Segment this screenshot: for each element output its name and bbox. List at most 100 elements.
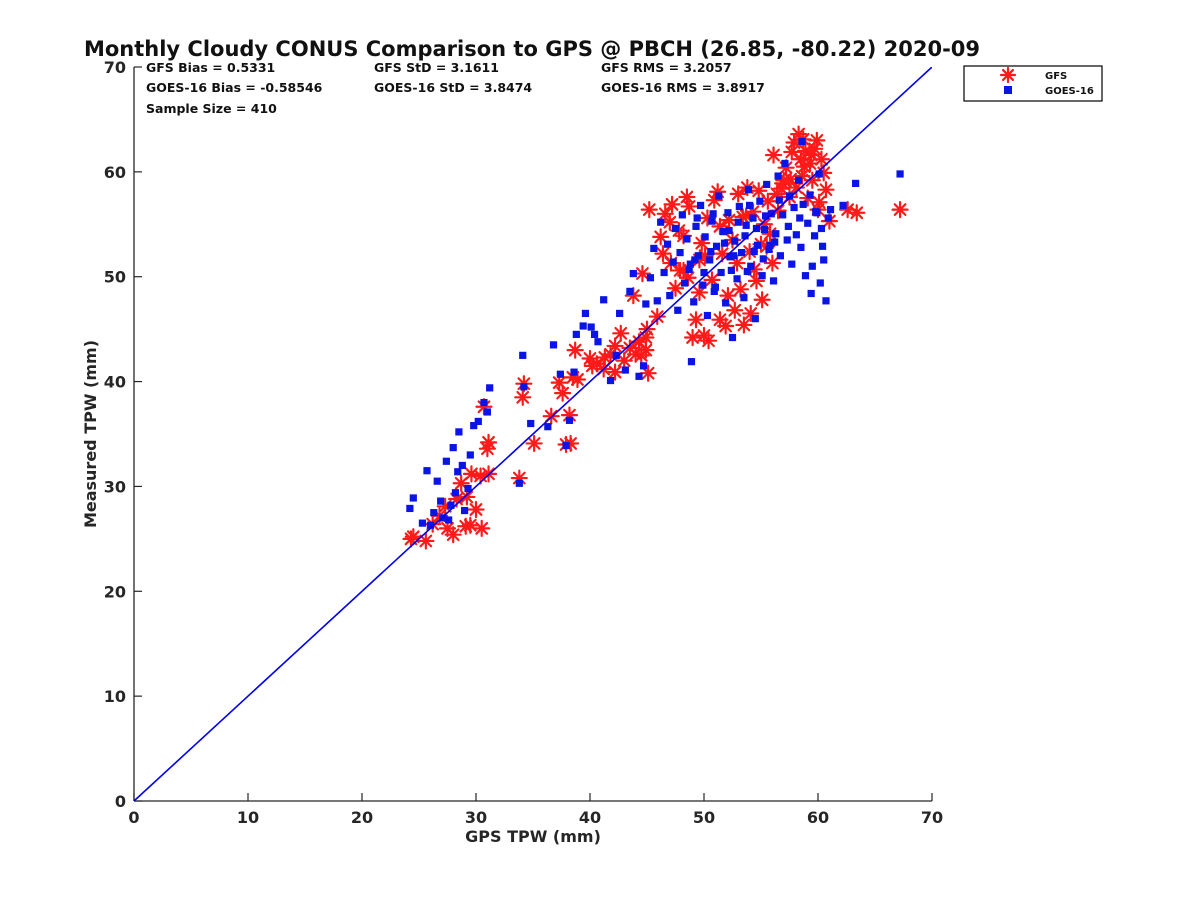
data-point-goes-16 [687, 358, 696, 366]
data-point-goes-16 [423, 467, 431, 475]
data-point-gfs [764, 146, 783, 164]
data-point-gfs [461, 516, 479, 534]
data-point-goes-16 [418, 519, 427, 527]
data-point-goes-16 [565, 416, 574, 424]
data-point-goes-16 [527, 419, 535, 428]
data-point-goes-16 [650, 244, 658, 253]
data-point-goes-16 [699, 281, 707, 289]
data-point-goes-16 [483, 408, 491, 416]
data-point-goes-16 [810, 232, 819, 240]
data-point-goes-16 [761, 212, 770, 220]
data-point-gfs [687, 311, 705, 329]
x-tick-label: 0 [128, 808, 139, 827]
data-point-goes-16 [581, 309, 590, 318]
data-point-goes-16 [734, 218, 742, 226]
gfs-std-annotation: GFS StD = 3.1611 [374, 60, 499, 75]
gfs-bias-annotation: GFS Bias = 0.5331 [146, 60, 275, 75]
data-point-goes-16 [572, 330, 580, 338]
data-point-gfs [678, 188, 696, 206]
data-point-goes-16 [743, 267, 751, 276]
data-point-goes-16 [590, 330, 599, 338]
data-point-gfs [750, 182, 768, 200]
data-point-gfs [753, 291, 771, 309]
data-point-goes-16 [818, 242, 827, 250]
data-point-gfs [666, 279, 685, 297]
data-point-gfs [782, 170, 800, 188]
stats-annotations: GFS Bias = 0.5331 GFS StD = 3.1611 GFS R… [146, 60, 765, 116]
x-tick-label: 70 [921, 808, 943, 827]
legend-marker-gfs [999, 66, 1017, 84]
data-point-goes-16 [666, 291, 674, 300]
data-point-gfs [566, 341, 584, 359]
data-point-goes-16 [454, 468, 462, 476]
y-tick-label: 30 [104, 477, 126, 496]
data-point-gfs [729, 185, 747, 203]
data-point-gfs [525, 434, 543, 453]
data-point-goes-16 [751, 315, 759, 323]
data-point-gfs [637, 328, 655, 347]
data-point-goes-16 [594, 338, 602, 346]
data-point-goes-16 [445, 516, 453, 524]
data-point-goes-16 [785, 192, 794, 200]
data-point-goes-16 [461, 506, 469, 515]
data-point-goes-16 [733, 275, 741, 283]
data-point-goes-16 [639, 362, 648, 370]
data-point-goes-16 [742, 221, 750, 229]
data-point-gfs [581, 349, 599, 368]
data-point-goes-16 [442, 457, 450, 465]
data-point-goes-16 [706, 256, 714, 264]
data-point-gfs [663, 195, 681, 213]
data-point-goes-16 [451, 489, 460, 497]
data-point-goes-16 [738, 248, 746, 257]
data-point-goes-16 [760, 225, 769, 234]
data-point-goes-16 [710, 287, 718, 295]
data-point-goes-16 [820, 256, 828, 264]
data-point-goes-16 [660, 268, 668, 277]
data-point-goes-16 [788, 260, 796, 268]
data-point-goes-16 [612, 351, 620, 359]
data-point-goes-16 [717, 268, 725, 277]
data-point-goes-16 [621, 366, 629, 374]
data-point-gfs [640, 201, 658, 219]
data-point-goes-16 [696, 201, 705, 210]
data-point-goes-16 [799, 200, 807, 208]
data-point-goes-16 [486, 384, 494, 392]
x-tick-label: 60 [807, 808, 829, 827]
data-point-goes-16 [674, 306, 682, 314]
data-point-goes-16 [686, 260, 694, 268]
legend-label-goes-16: GOES-16 [1045, 86, 1094, 97]
data-point-goes-16 [781, 159, 789, 168]
series-goes-16 [406, 137, 904, 529]
data-point-goes-16 [657, 218, 665, 226]
data-point-goes-16 [722, 299, 730, 307]
data-point-gfs [699, 332, 718, 350]
data-point-goes-16 [570, 368, 578, 376]
data-point-goes-16 [795, 176, 803, 184]
data-point-goes-16 [822, 297, 830, 305]
data-point-goes-16 [449, 444, 457, 452]
data-point-goes-16 [771, 238, 779, 246]
chart-title: Monthly Cloudy CONUS Comparison to GPS @… [84, 37, 980, 61]
goes-std-annotation: GOES-16 StD = 3.8474 [374, 80, 532, 95]
data-point-goes-16 [646, 274, 655, 282]
data-point-gfs [417, 532, 435, 550]
data-point-goes-16 [815, 170, 823, 178]
data-point-gfs [648, 307, 666, 326]
data-point-goes-16 [801, 272, 810, 280]
data-point-gfs [550, 374, 568, 392]
data-point-goes-16 [678, 211, 686, 219]
x-tick-label: 40 [579, 808, 601, 827]
data-point-goes-16 [744, 186, 753, 194]
axes [133, 67, 932, 802]
data-point-goes-16 [519, 351, 527, 359]
data-point-goes-16 [798, 137, 806, 146]
data-point-goes-16 [642, 300, 650, 308]
data-point-goes-16 [776, 252, 784, 260]
data-point-goes-16 [629, 269, 637, 278]
data-point-goes-16 [635, 372, 643, 380]
data-point-gfs [473, 519, 491, 537]
data-point-goes-16 [775, 196, 783, 204]
data-point-goes-16 [616, 309, 624, 318]
data-point-goes-16 [727, 266, 735, 275]
data-point-goes-16 [724, 209, 732, 217]
